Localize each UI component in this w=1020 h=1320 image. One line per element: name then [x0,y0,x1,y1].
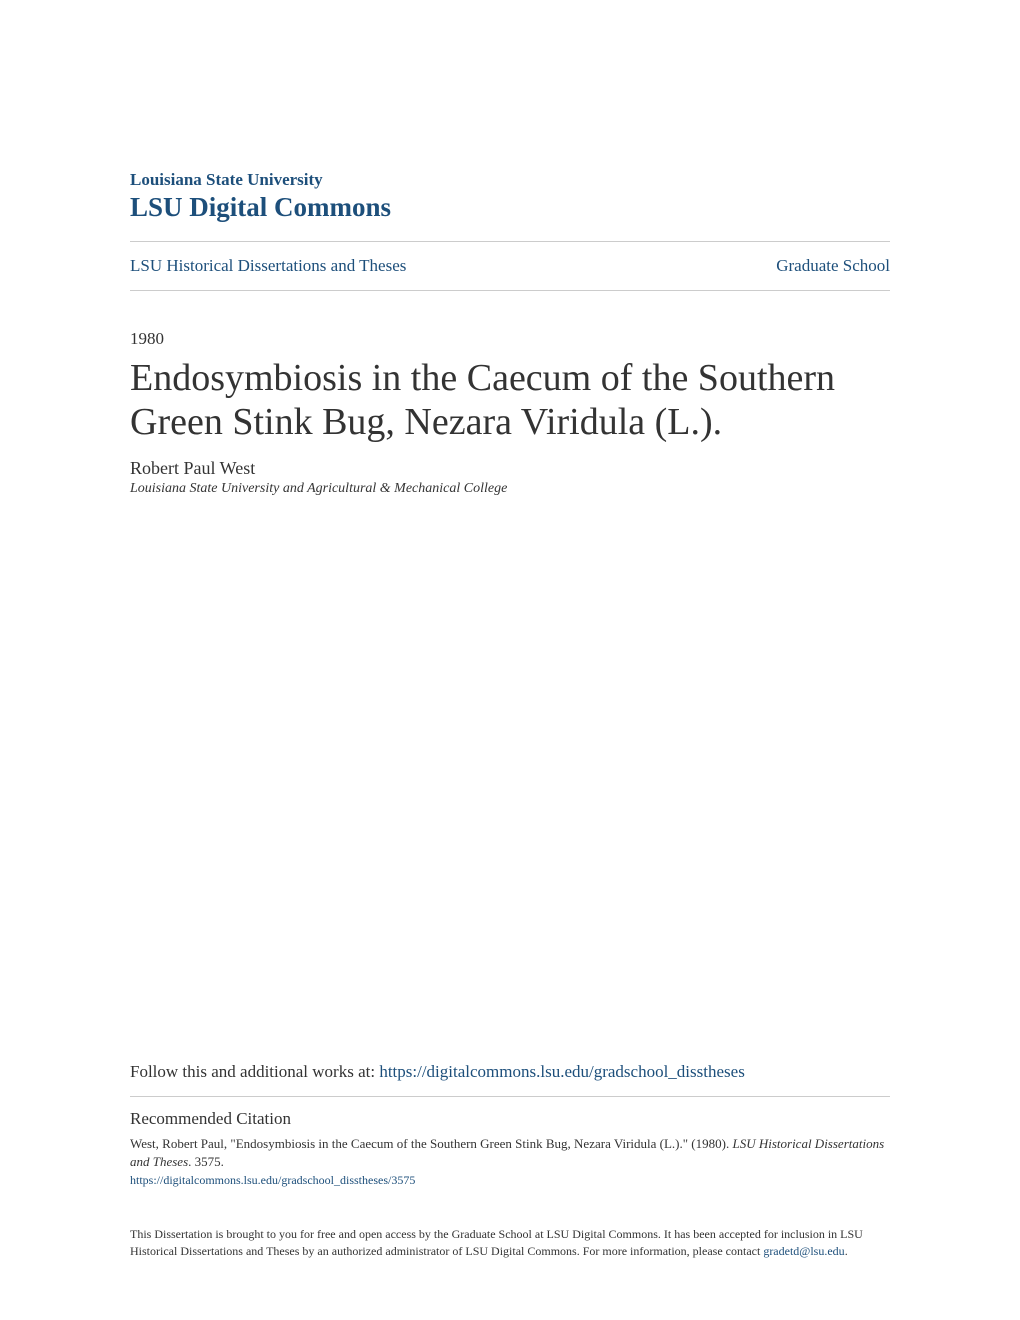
header-block: Louisiana State University LSU Digital C… [130,170,890,241]
follow-prefix: Follow this and additional works at: [130,1062,379,1081]
author-affiliation: Louisiana State University and Agricultu… [130,481,890,497]
contact-email-link[interactable]: gradetd@lsu.edu [763,1244,844,1258]
author-name: Robert Paul West [130,458,890,479]
repository-name: LSU Digital Commons [130,192,890,223]
breadcrumb-nav: LSU Historical Dissertations and Theses … [130,242,890,290]
document-page: Louisiana State University LSU Digital C… [0,0,1020,1320]
divider-nav [130,290,890,291]
school-link[interactable]: Graduate School [776,256,890,276]
citation-url-link[interactable]: https://digitalcommons.lsu.edu/gradschoo… [130,1173,890,1188]
collection-link[interactable]: LSU Historical Dissertations and Theses [130,256,406,276]
publication-year: 1980 [130,329,890,349]
citation-heading: Recommended Citation [130,1109,890,1129]
document-title: Endosymbiosis in the Caecum of the South… [130,357,890,444]
institution-name: Louisiana State University [130,170,890,190]
divider-citation [130,1096,890,1097]
citation-text: West, Robert Paul, "Endosymbiosis in the… [130,1135,890,1171]
disclaimer-body: This Dissertation is brought to you for … [130,1227,863,1258]
content-spacer [130,497,890,1062]
follow-link[interactable]: https://digitalcommons.lsu.edu/gradschoo… [379,1062,744,1081]
citation-part2: . 3575. [188,1154,224,1169]
disclaimer-text: This Dissertation is brought to you for … [130,1226,890,1260]
follow-works-text: Follow this and additional works at: htt… [130,1062,890,1082]
disclaimer-suffix: . [845,1244,848,1258]
citation-part1: West, Robert Paul, "Endosymbiosis in the… [130,1136,732,1151]
